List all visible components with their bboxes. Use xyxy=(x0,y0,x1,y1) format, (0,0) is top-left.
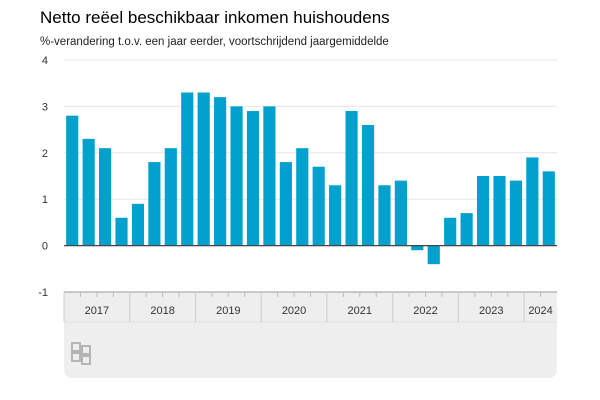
bar xyxy=(230,106,243,246)
bar xyxy=(542,171,555,246)
y-tick-label: 4 xyxy=(42,55,48,67)
bar xyxy=(329,185,342,246)
chart-title: Netto reëel beschikbaar inkomen huishoud… xyxy=(40,8,390,27)
y-tick-label: 1 xyxy=(42,194,48,206)
chart-footer xyxy=(64,292,557,378)
bar xyxy=(82,138,95,246)
chart-subtitle: %-verandering t.o.v. een jaar eerder, vo… xyxy=(40,36,389,48)
x-tick-label: 2022 xyxy=(413,305,437,317)
bar xyxy=(444,217,457,246)
bar xyxy=(312,166,325,246)
bar xyxy=(181,92,194,246)
bar xyxy=(263,106,276,246)
bar xyxy=(476,176,490,246)
bar xyxy=(345,111,358,246)
bar xyxy=(394,180,407,246)
x-tick-label: 2021 xyxy=(348,305,372,317)
bar xyxy=(411,245,424,251)
x-tick-label: 2023 xyxy=(479,305,503,317)
y-tick-label: -1 xyxy=(38,287,48,299)
y-tick-label: 2 xyxy=(42,148,48,160)
bar xyxy=(460,213,473,246)
x-tick-label: 2017 xyxy=(85,305,109,317)
bar xyxy=(214,97,227,246)
bar xyxy=(131,203,145,246)
bar xyxy=(526,157,539,246)
bar xyxy=(427,245,440,265)
bar xyxy=(378,185,391,246)
x-tick-label: 2018 xyxy=(150,305,174,317)
bar xyxy=(115,217,128,246)
bar xyxy=(493,176,506,246)
bar xyxy=(197,92,210,246)
bar xyxy=(246,111,260,246)
y-tick-label: 3 xyxy=(42,101,48,113)
y-tick-label: 0 xyxy=(42,241,48,253)
x-tick-label: 2024 xyxy=(528,305,552,317)
bar xyxy=(148,162,161,246)
x-tick-label: 2019 xyxy=(216,305,240,317)
bar xyxy=(164,148,177,246)
bar xyxy=(279,162,292,246)
x-tick-label: 2020 xyxy=(282,305,306,317)
bar xyxy=(66,115,79,246)
bar xyxy=(361,124,375,246)
bar xyxy=(296,148,309,246)
bar xyxy=(509,180,522,246)
bar xyxy=(99,148,112,246)
cbs-logo-icon xyxy=(71,342,91,365)
